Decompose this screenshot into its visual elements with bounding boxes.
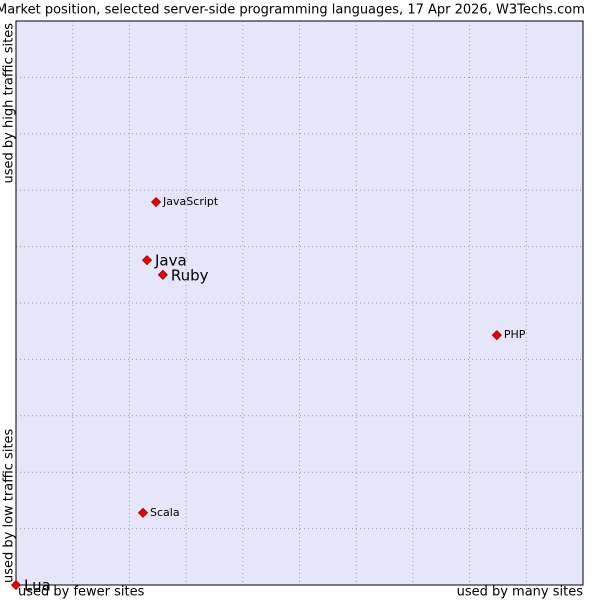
x-label-low: used by fewer sites [18,585,145,600]
point [150,196,162,208]
point-label: JavaScript [162,195,219,208]
point-label: Scala [150,506,180,519]
point [137,507,149,518]
point-label: Java [154,252,187,270]
point [157,269,168,280]
x-label-high: used by many sites [457,585,584,600]
point-label: Lua [24,577,51,595]
point [491,330,502,341]
y-label-low: used by low traffic sites [2,428,17,583]
chart-title: Market position, selected server-side pr… [0,3,585,18]
point-label: PHP [504,328,526,341]
point [10,579,22,591]
y-label-high: used by high traffic sites [2,23,17,184]
point-label: Ruby [171,266,209,284]
plot-border [15,20,584,586]
point [141,255,153,266]
